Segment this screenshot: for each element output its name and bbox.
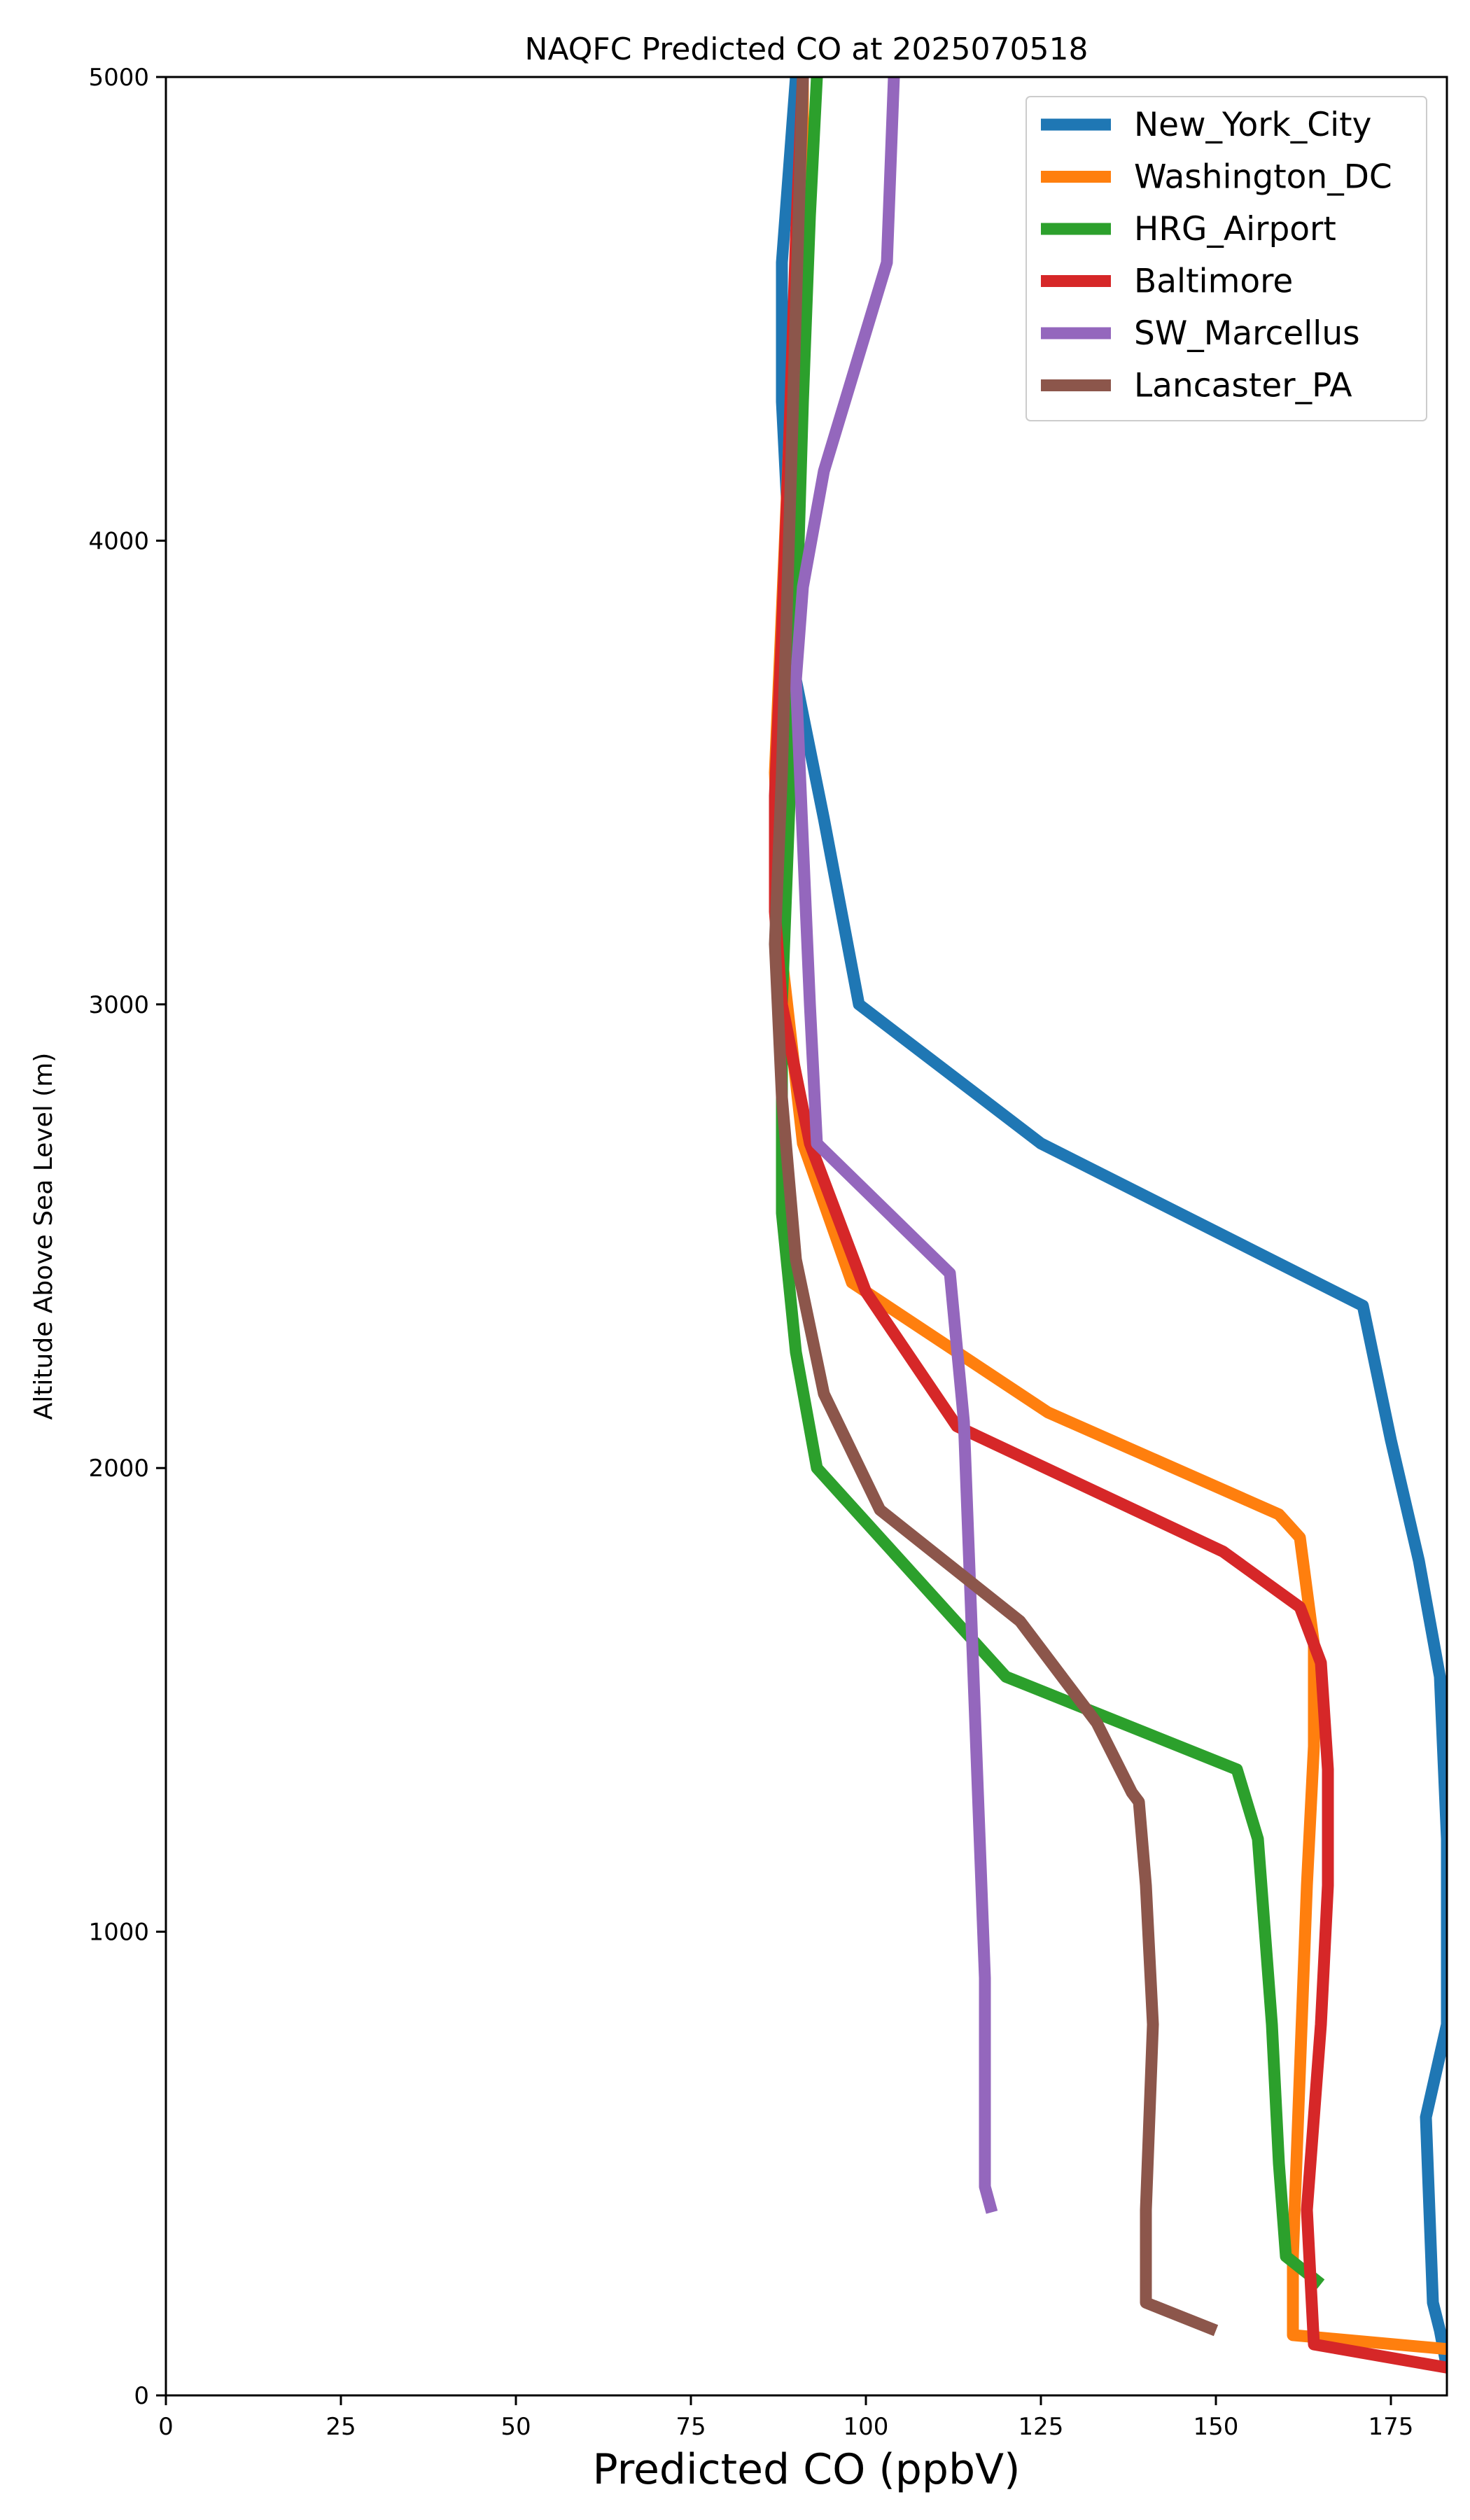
- x-tick-label: 125: [1018, 2413, 1064, 2441]
- plot-frame: [164, 76, 1448, 2397]
- legend-label: HRG_Airport: [1134, 210, 1336, 248]
- legend-box: [1026, 96, 1427, 421]
- series-line-hrg-airport: [776, 77, 1325, 2289]
- x-tick-label: 175: [1368, 2413, 1414, 2441]
- y-axis-label: Altitude Above Sea Level (m): [29, 1053, 58, 1420]
- series-line-new-york-city: [776, 77, 1447, 2369]
- x-axis-ticks: 0 25 50 75 100 125 150 175: [158, 2395, 1413, 2441]
- legend-label: Lancaster_PA: [1134, 367, 1352, 405]
- x-tick-label: 150: [1194, 2413, 1239, 2441]
- legend-label: Washington_DC: [1134, 158, 1392, 197]
- legend-label: SW_Marcellus: [1134, 314, 1360, 353]
- x-tick-label: 50: [500, 2413, 531, 2441]
- series-line-sw-marcellus: [790, 77, 998, 2214]
- legend-label: New_York_City: [1134, 106, 1371, 144]
- legend: New_York_City Washington_DC HRG_Airport Bal…: [1026, 96, 1427, 421]
- y-tick-label: 1000: [88, 1919, 149, 1947]
- series-line-lancaster-pa: [769, 77, 1219, 2337]
- x-tick-label: 0: [158, 2413, 174, 2441]
- y-tick-label: 3000: [88, 991, 149, 1019]
- y-tick-label: 4000: [88, 527, 149, 555]
- x-tick-label: 75: [676, 2413, 706, 2441]
- chart-title: NAQFC Predicted CO at 2025070518: [525, 31, 1088, 67]
- x-axis-label: Predicted CO (ppbV): [592, 2445, 1020, 2494]
- y-tick-label: 5000: [88, 64, 149, 92]
- legend-label: Baltimore: [1134, 262, 1293, 301]
- x-tick-label: 100: [844, 2413, 889, 2441]
- y-tick-label: 0: [134, 2382, 149, 2410]
- y-tick-label: 2000: [88, 1455, 149, 1483]
- y-axis-ticks: 0 1000 2000 3000 4000 5000: [88, 64, 166, 2410]
- series-layer: [769, 77, 1447, 2374]
- x-tick-label: 25: [326, 2413, 356, 2441]
